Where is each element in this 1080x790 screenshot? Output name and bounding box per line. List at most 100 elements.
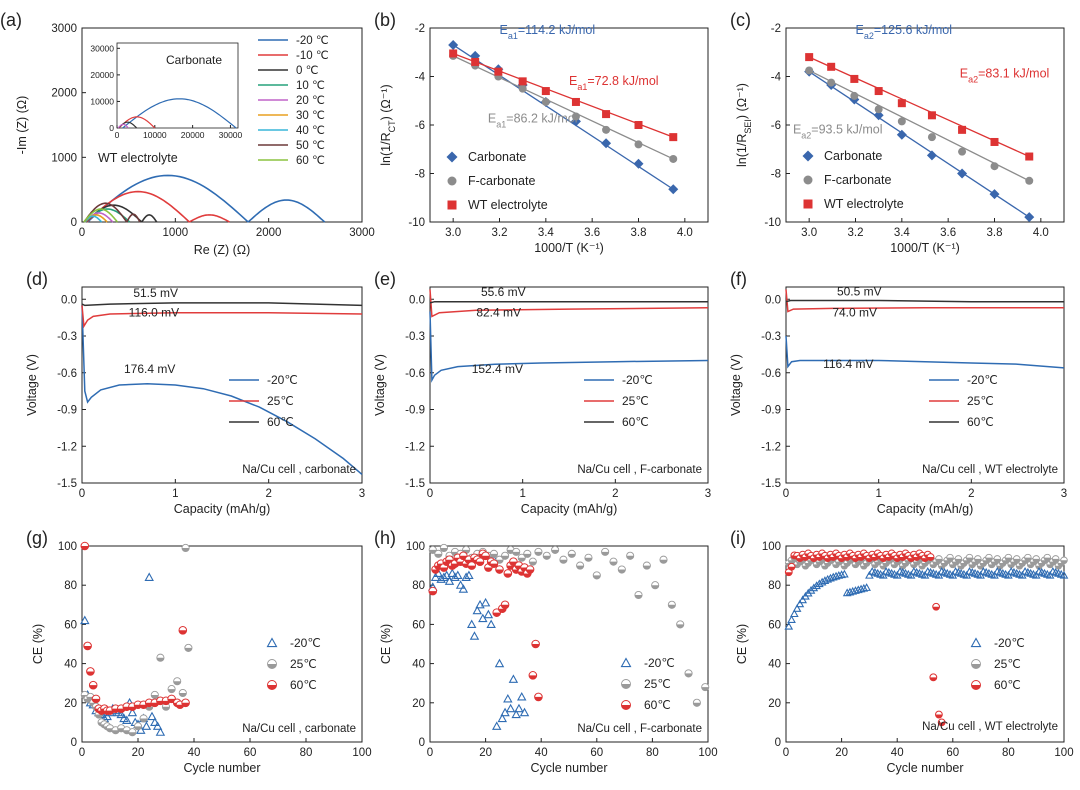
x-tick-label: 100 [352,747,371,759]
ce-point-fill [162,700,170,705]
ea-symbol: E [856,23,864,37]
ce-point-fill [893,558,901,562]
ce-point [519,707,530,717]
x-tick-label: 40 [891,747,904,759]
ce-point-fill [181,702,190,707]
x-tick-label: 3.2 [492,227,508,239]
ce-point-fill [86,671,95,676]
y-tick-label: -1.5 [761,478,781,490]
data-point [850,74,859,83]
impedance-arc [83,208,119,223]
x-tick-label: 0 [427,488,433,500]
ce-point-fill [668,604,676,609]
ce-point [144,572,154,581]
x-tick-label: 1 [875,488,881,500]
ce-point [497,713,508,723]
voltage-curve [81,305,363,475]
legend-marker [803,199,813,209]
data-point [990,137,999,146]
ce-point-fill [501,604,509,609]
legend-marker-fill [621,684,631,689]
data-point [602,125,611,134]
data-point [634,121,643,129]
overpotential-label: 55.6 mV [481,285,526,299]
legend-label: 60℃ [994,678,1021,692]
y-tick-label: 20 [412,698,425,710]
x-tick-label: 4.0 [1033,227,1049,239]
ce-point-fill [518,557,526,562]
data-point [827,62,836,71]
ea-symbol: E [569,74,577,88]
ce-point [828,572,838,581]
overpotential-label: 82.4 mV [476,305,521,319]
ce-point-fill [927,556,934,561]
legend-marker [447,176,457,186]
ea-symbol: E [960,67,968,81]
data-point [668,184,679,195]
ce-point-fill [139,704,148,709]
ce-point-fill [651,585,659,589]
ce-point [455,580,466,589]
y-tick-label: 0 [775,737,781,749]
x-tick-label: 3.8 [631,227,647,239]
overpotential-label: 50.5 mV [837,285,882,299]
x-tick-label: 60 [946,747,959,759]
ce-point-fill [529,561,537,566]
panel-label: (g) [26,528,48,548]
ce-point [441,570,452,579]
ce-point [809,583,819,592]
inset-title: Carbonate [166,53,222,67]
ce-point-fill [140,718,148,723]
x-tick-label: 20 [132,747,145,759]
ce-point-fill [106,710,114,715]
ce-point [466,619,477,628]
data-point [494,67,503,76]
inset-arc [122,98,237,129]
data-point [927,133,936,142]
ce-point [486,619,496,628]
ce-point-fill [843,556,851,561]
y-tick-label: -1.5 [405,478,425,490]
x-tick-label: 40 [188,747,201,759]
data-point [805,66,814,75]
ce-point-fill [529,675,537,680]
ce-point-fill [512,551,520,556]
y-tick-label: -2 [771,23,781,35]
ce-point-fill [838,558,845,562]
ce-point-fill [913,556,921,561]
ea-symbol: E [500,23,508,37]
data-point [927,111,936,120]
y-tick-label: 20 [64,698,77,710]
impedance-arc [247,199,326,223]
legend-label: 60℃ [290,678,317,692]
legend-label: -10 ℃ [296,50,329,62]
ce-point-fill [593,575,601,579]
y-tick-label: -4 [771,72,782,84]
ce-point [475,599,485,609]
y-tick-label: 2000 [51,88,77,100]
x-tick-label: 0 [79,747,85,759]
y-tick-label: 40 [64,659,77,671]
ce-point [458,584,469,593]
y-tick-label: 40 [768,659,781,671]
ce-point-fill [929,677,937,681]
x-tick-label: 3.8 [987,227,1003,239]
ce-point-fill [938,722,946,726]
x-tick-label: 100 [1054,747,1073,759]
ce-point-fill [955,558,962,563]
y-tick-label: 100 [58,541,77,553]
ce-point [472,605,482,615]
ce-point-fill [866,558,873,562]
overpotential-label: 116.0 mV [129,305,179,319]
ea-value: =86.2 kJ/mol [506,112,577,126]
ce-point-fill [1052,558,1059,563]
x-tick-label: 60 [244,747,257,759]
ce-point [826,573,835,582]
legend-label: WT electrolyte [468,198,548,212]
inset-x-tick-label: 20000 [181,130,205,140]
ce-point [80,615,90,625]
ce-point-fill [824,558,832,562]
legend-label: -20 ℃ [296,35,329,47]
legend-label: 50 ℃ [296,140,325,152]
